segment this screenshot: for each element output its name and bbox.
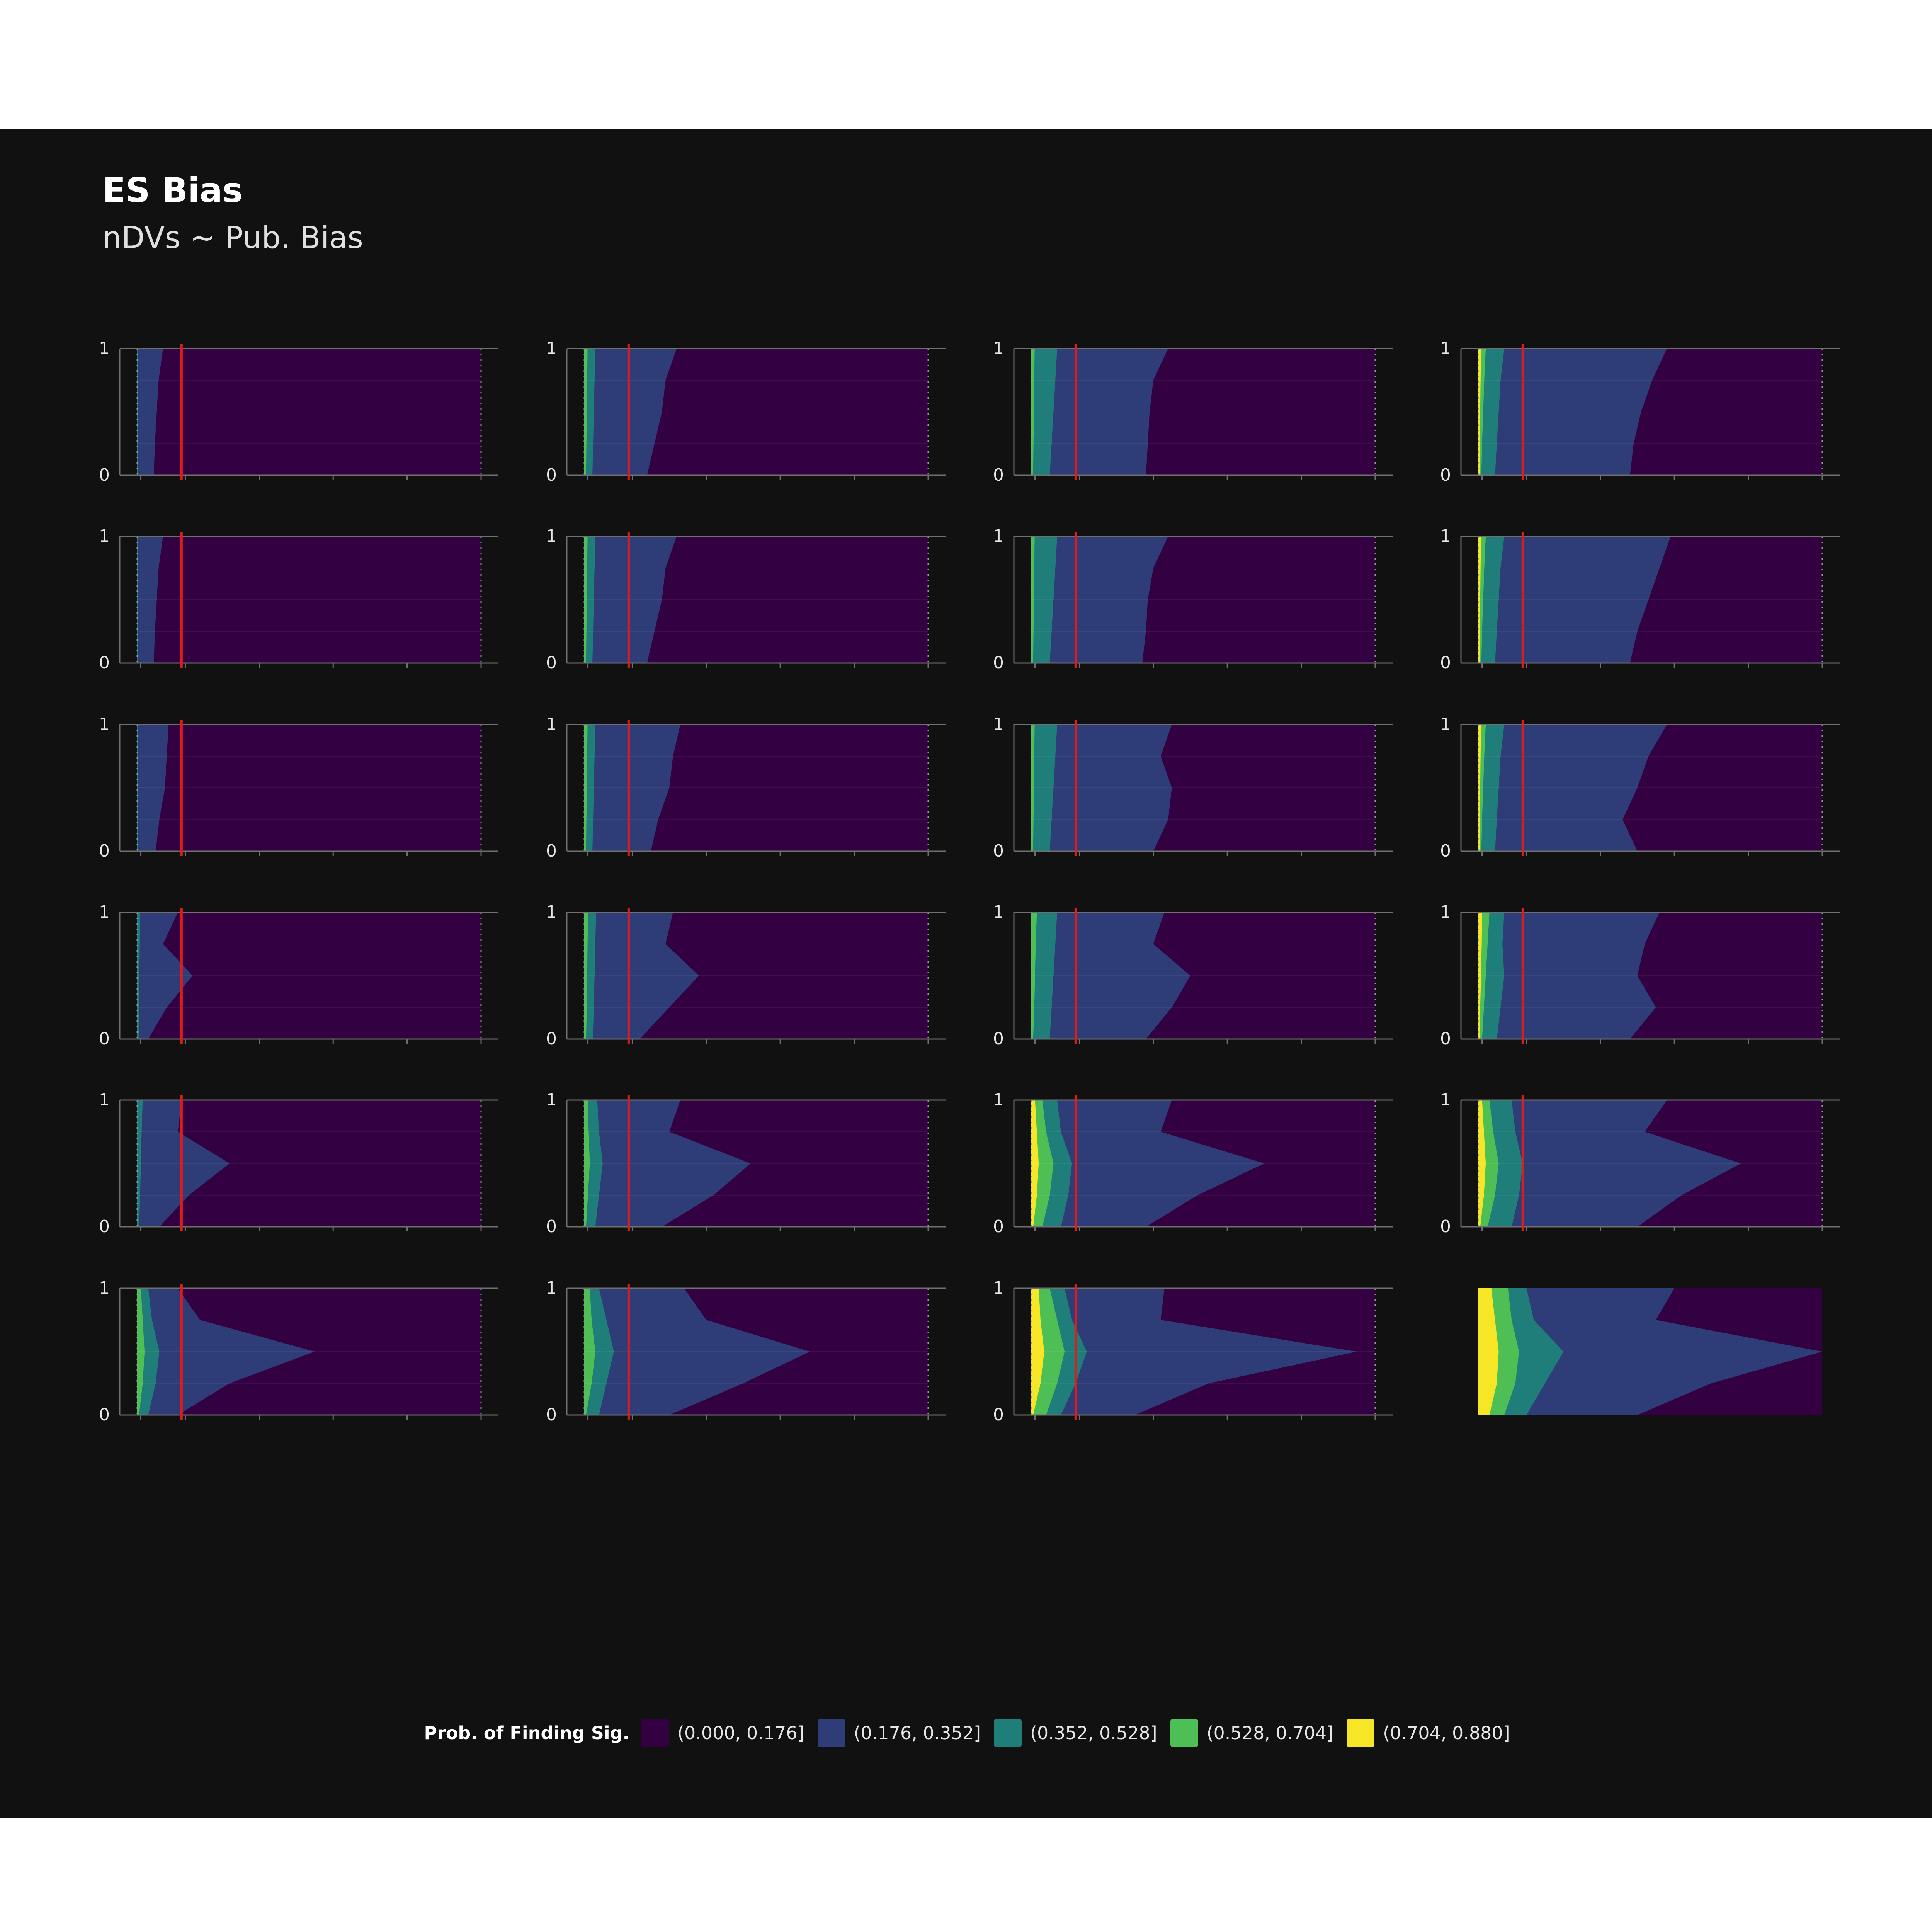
- facet-panel: 10: [99, 714, 498, 861]
- y-tick-label: 0: [546, 841, 557, 861]
- facet-panel: 10: [546, 714, 946, 861]
- facet-panel: 10: [99, 526, 498, 673]
- facet-panel: 10: [546, 1278, 946, 1425]
- y-tick-label: 0: [546, 653, 557, 673]
- y-tick-label: 1: [993, 1090, 1004, 1110]
- y-tick-label: 1: [993, 526, 1004, 546]
- legend-label: (0.000, 0.176]: [677, 1723, 804, 1743]
- y-tick-label: 0: [1440, 653, 1451, 673]
- facet-panel: 10: [993, 1278, 1393, 1425]
- y-tick-label: 0: [993, 1405, 1004, 1425]
- y-tick-label: 1: [546, 1090, 557, 1110]
- facet-panel: 10: [546, 902, 946, 1049]
- y-tick-label: 1: [99, 526, 110, 546]
- facet-panel: 10: [1440, 1090, 1840, 1236]
- y-tick-label: 1: [99, 902, 110, 922]
- facet-panel: 10: [99, 1090, 498, 1236]
- facet-panel: 10: [546, 526, 946, 673]
- facet-panel: 10: [99, 1278, 498, 1425]
- y-tick-label: 1: [546, 338, 557, 358]
- legend-item: (0.528, 0.704]: [1170, 1719, 1334, 1747]
- y-tick-label: 1: [1440, 714, 1451, 734]
- y-tick-label: 1: [1440, 902, 1451, 922]
- y-tick-label: 1: [546, 902, 557, 922]
- facet-panel: 10: [546, 338, 946, 485]
- y-tick-label: 0: [1440, 841, 1451, 861]
- y-tick-label: 0: [993, 1029, 1004, 1049]
- y-tick-label: 1: [1440, 526, 1451, 546]
- legend-swatch: [994, 1719, 1022, 1747]
- legend-label: (0.528, 0.704]: [1207, 1723, 1334, 1743]
- y-tick-label: 0: [1440, 1029, 1451, 1049]
- y-tick-label: 0: [546, 1029, 557, 1049]
- legend-swatch: [1170, 1719, 1198, 1747]
- y-tick-label: 1: [99, 1278, 110, 1298]
- y-tick-label: 0: [99, 1405, 110, 1425]
- y-tick-label: 0: [99, 653, 110, 673]
- legend-item: (0.000, 0.176]: [641, 1719, 804, 1747]
- y-tick-label: 0: [1440, 465, 1451, 485]
- facet-panel: [1478, 1288, 1822, 1415]
- facet-panel: 10: [99, 338, 498, 485]
- facet-panel: 10: [1440, 526, 1840, 673]
- y-tick-label: 1: [99, 714, 110, 734]
- legend-item: (0.352, 0.528]: [994, 1719, 1157, 1747]
- legend-label: (0.176, 0.352]: [854, 1723, 981, 1743]
- y-tick-label: 1: [546, 714, 557, 734]
- facet-panel: 10: [1440, 902, 1840, 1049]
- y-tick-label: 1: [1440, 338, 1451, 358]
- y-tick-label: 1: [99, 338, 110, 358]
- y-tick-label: 0: [993, 653, 1004, 673]
- y-tick-label: 0: [1440, 1217, 1451, 1236]
- legend-item: (0.176, 0.352]: [818, 1719, 981, 1747]
- y-tick-label: 0: [993, 465, 1004, 485]
- facet-panel: 10: [993, 526, 1393, 673]
- legend-label: (0.352, 0.528]: [1030, 1723, 1157, 1743]
- y-tick-label: 0: [99, 1217, 110, 1236]
- y-tick-label: 1: [993, 714, 1004, 734]
- y-tick-label: 0: [993, 1217, 1004, 1236]
- facet-panel: 10: [99, 902, 498, 1049]
- y-tick-label: 1: [993, 902, 1004, 922]
- y-tick-label: 0: [993, 841, 1004, 861]
- y-tick-label: 1: [546, 526, 557, 546]
- facet-panel: 10: [993, 714, 1393, 861]
- legend: Prob. of Finding Sig. (0.000, 0.176] (0.…: [0, 1716, 1932, 1750]
- y-tick-label: 1: [993, 338, 1004, 358]
- legend-item: (0.704, 0.880]: [1347, 1719, 1510, 1747]
- legend-swatch: [818, 1719, 845, 1747]
- y-tick-label: 1: [99, 1090, 110, 1110]
- y-tick-label: 1: [993, 1278, 1004, 1298]
- legend-title: Prob. of Finding Sig.: [424, 1723, 629, 1743]
- y-tick-label: 1: [546, 1278, 557, 1298]
- legend-swatch: [1347, 1719, 1374, 1747]
- y-tick-label: 1: [1440, 1090, 1451, 1110]
- facet-panel: 10: [1440, 338, 1840, 485]
- facet-panel: 10: [993, 338, 1393, 485]
- y-tick-label: 0: [546, 465, 557, 485]
- facet-panel: 10: [993, 902, 1393, 1049]
- facet-panel: 10: [1440, 714, 1840, 861]
- y-tick-label: 0: [99, 841, 110, 861]
- y-tick-label: 0: [99, 1029, 110, 1049]
- y-tick-label: 0: [99, 465, 110, 485]
- legend-label: (0.704, 0.880]: [1383, 1723, 1510, 1743]
- facet-panel: 10: [546, 1090, 946, 1236]
- y-tick-label: 0: [546, 1217, 557, 1236]
- y-tick-label: 0: [546, 1405, 557, 1425]
- facet-panel: 10: [993, 1090, 1393, 1236]
- legend-swatch: [641, 1719, 669, 1747]
